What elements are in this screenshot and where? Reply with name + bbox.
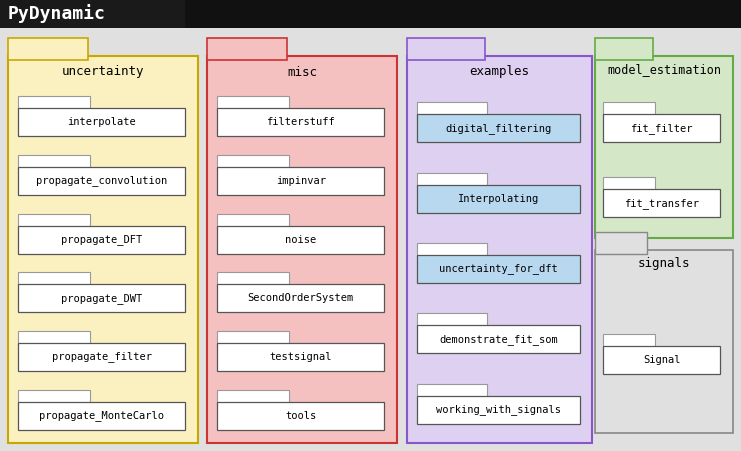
Bar (8, 56, 198, 443)
Bar (595, 232, 648, 254)
Bar (595, 250, 733, 433)
Text: Signal: Signal (643, 355, 680, 365)
Bar (595, 38, 653, 60)
Bar (217, 167, 384, 195)
Bar (417, 255, 579, 283)
Bar (217, 390, 289, 404)
Bar (417, 396, 579, 424)
Bar (217, 272, 289, 286)
Bar (18, 284, 185, 313)
Bar (217, 108, 384, 136)
Bar (603, 102, 656, 116)
Text: working_with_signals: working_with_signals (436, 405, 561, 415)
Text: filterstuff: filterstuff (266, 117, 335, 127)
Text: impinvar: impinvar (276, 176, 325, 186)
Bar (217, 331, 289, 345)
Text: uncertainty: uncertainty (62, 65, 144, 78)
Text: model_estimation: model_estimation (607, 64, 721, 77)
Bar (185, 0, 741, 28)
Bar (217, 214, 289, 228)
Text: propagate_DFT: propagate_DFT (61, 234, 142, 245)
Text: PyDynamic: PyDynamic (8, 5, 106, 23)
Bar (217, 284, 384, 313)
Bar (603, 346, 720, 374)
Bar (417, 173, 488, 187)
Text: fit_filter: fit_filter (631, 123, 693, 134)
Bar (207, 38, 287, 60)
Bar (603, 189, 720, 217)
Text: SecondOrderSystem: SecondOrderSystem (247, 293, 353, 304)
Text: fit_transfer: fit_transfer (624, 198, 700, 209)
Text: uncertainty_for_dft: uncertainty_for_dft (439, 263, 558, 275)
Bar (407, 38, 485, 60)
Bar (603, 177, 656, 191)
Bar (217, 97, 289, 110)
Bar (217, 343, 384, 371)
Bar (217, 402, 384, 430)
Bar (417, 243, 488, 257)
Bar (0, 0, 185, 28)
Text: propagate_MonteCarlo: propagate_MonteCarlo (39, 410, 164, 421)
Bar (18, 167, 185, 195)
Bar (417, 326, 579, 354)
Text: examples: examples (470, 65, 530, 78)
Bar (18, 402, 185, 430)
Bar (407, 56, 592, 443)
Bar (18, 343, 185, 371)
Bar (217, 226, 384, 253)
Text: tools: tools (285, 411, 316, 421)
Text: propagate_convolution: propagate_convolution (36, 175, 167, 186)
Text: digital_filtering: digital_filtering (445, 123, 551, 133)
Text: demonstrate_fit_som: demonstrate_fit_som (439, 334, 558, 345)
Text: misc: misc (287, 65, 317, 78)
Bar (18, 226, 185, 253)
Bar (603, 115, 720, 143)
Text: propagate_DWT: propagate_DWT (61, 293, 142, 304)
Bar (603, 335, 656, 349)
Bar (417, 184, 579, 212)
Text: testsignal: testsignal (269, 352, 332, 362)
Bar (417, 114, 579, 142)
Text: signals: signals (638, 258, 691, 271)
Text: propagate_filter: propagate_filter (52, 351, 152, 363)
Bar (18, 97, 90, 110)
Bar (217, 155, 289, 169)
Bar (18, 272, 90, 286)
Bar (18, 331, 90, 345)
Bar (207, 56, 397, 443)
Text: Interpolating: Interpolating (458, 193, 539, 203)
Bar (18, 214, 90, 228)
Bar (18, 155, 90, 169)
Text: interpolate: interpolate (67, 117, 136, 127)
Bar (8, 38, 87, 60)
Bar (595, 56, 733, 238)
Bar (417, 102, 488, 116)
Text: noise: noise (285, 235, 316, 244)
Bar (417, 313, 488, 327)
Bar (18, 108, 185, 136)
Bar (417, 384, 488, 398)
Bar (18, 390, 90, 404)
